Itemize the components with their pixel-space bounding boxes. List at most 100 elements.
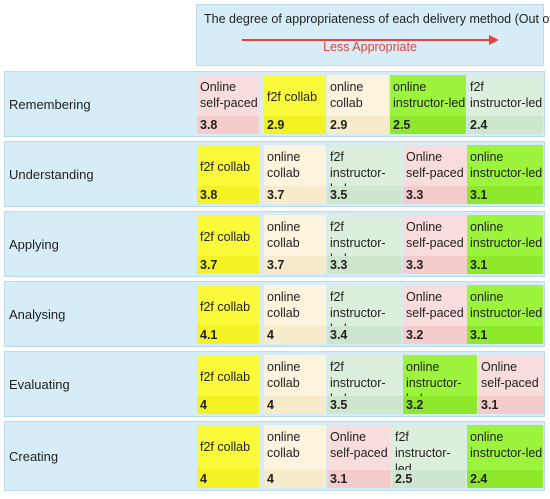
method-name: online instructor-led <box>470 290 543 320</box>
row-analysing: Analysing f2f collab 4.1 online collab 4 f2f … <box>4 281 545 347</box>
method-cell: online instructor-led 3.1 <box>467 285 543 344</box>
method-cell: f2f collab 4 <box>197 425 259 488</box>
method-cell: f2f collab 2.9 <box>264 75 326 134</box>
method-name: Online self-paced <box>481 360 539 390</box>
method-name: f2f collab <box>200 440 251 454</box>
method-score: 3.3 <box>327 256 402 274</box>
arrow-label: Less Appropriate <box>323 40 417 54</box>
method-score: 3.1 <box>467 186 543 204</box>
method-cell: online collab 4 <box>264 425 326 488</box>
method-cell: online instructor-led 2.5 <box>390 75 466 134</box>
method-score: 3.5 <box>327 396 402 414</box>
method-name: Online self-paced <box>330 430 388 460</box>
method-score: 4 <box>264 470 326 488</box>
header-title: The degree of appropriateness of each de… <box>204 12 550 26</box>
method-cell: online collab 2.9 <box>327 75 389 134</box>
method-score: 4 <box>197 396 259 414</box>
method-name: online instructor-led <box>470 150 543 180</box>
method-cell: f2f collab 3.8 <box>197 145 259 204</box>
method-name: f2f collab <box>200 230 251 244</box>
row-understanding: Understanding f2f collab 3.8 online collab 3… <box>4 141 545 207</box>
method-cell: f2f instructor-led 2.4 <box>467 75 543 134</box>
arrow-head <box>489 35 499 45</box>
method-score: 2.9 <box>327 116 389 134</box>
method-cell: Online self-paced 3.3 <box>403 215 469 274</box>
method-name: online instructor-led <box>470 430 543 460</box>
method-cell: f2f collab 3.7 <box>197 215 259 274</box>
method-name: online collab <box>267 150 301 180</box>
row-label: Analysing <box>9 306 66 322</box>
method-name: online collab <box>267 290 301 320</box>
method-score: 3.8 <box>197 116 259 134</box>
method-score: 3.3 <box>403 186 469 204</box>
method-score: 2.4 <box>467 470 543 488</box>
method-cell: Online self-paced 3.3 <box>403 145 469 204</box>
method-score: 4 <box>197 470 259 488</box>
row-applying: Applying f2f collab 3.7 online collab 3.7 f2f… <box>4 211 545 277</box>
method-score: 3.3 <box>403 256 469 274</box>
row-label: Applying <box>9 236 59 252</box>
method-cell: Online self-paced 3.2 <box>403 285 469 344</box>
method-score: 4 <box>264 396 326 414</box>
method-cell: online collab 4 <box>264 285 326 344</box>
method-name: f2f collab <box>200 160 251 174</box>
method-name: f2f instructor-led <box>395 430 451 476</box>
method-score: 2.9 <box>264 116 326 134</box>
method-name: online collab <box>267 430 301 460</box>
method-score: 3.2 <box>403 326 469 344</box>
method-name: f2f collab <box>267 90 318 104</box>
method-name: f2f collab <box>200 370 251 384</box>
method-cell: online instructor-led 3.1 <box>467 145 543 204</box>
row-creating: Creating f2f collab 4 online collab 4 Online … <box>4 421 545 491</box>
method-cell: online instructor-led 3.1 <box>467 215 543 274</box>
method-name: Online self-paced <box>406 220 464 250</box>
method-score: 3.4 <box>327 326 402 344</box>
method-cell: f2f collab 4.1 <box>197 285 259 344</box>
method-score: 3.1 <box>467 256 543 274</box>
method-name: online instructor-led <box>470 220 543 250</box>
method-score: 2.5 <box>390 116 466 134</box>
method-score: 4.1 <box>197 326 259 344</box>
method-score: 3.7 <box>264 256 326 274</box>
method-score: 3.5 <box>327 186 402 204</box>
row-label: Creating <box>9 448 59 464</box>
method-name: online collab <box>330 80 364 110</box>
method-name: online instructor-led <box>393 80 466 110</box>
method-score: 3.1 <box>478 396 544 414</box>
row-label: Remembering <box>9 96 91 112</box>
method-cell: f2f instructor-led 2.5 <box>392 425 466 488</box>
method-name: online instructor-led <box>406 360 462 406</box>
row-label: Understanding <box>9 166 94 182</box>
method-score: 3.8 <box>197 186 259 204</box>
method-cell: Online self-paced 3.1 <box>478 355 544 414</box>
method-name: Online self-paced <box>406 290 464 320</box>
method-score: 3.2 <box>403 396 477 414</box>
method-cell: online instructor-led 2.4 <box>467 425 543 488</box>
method-score: 3.1 <box>327 470 391 488</box>
method-score: 3.7 <box>264 186 326 204</box>
method-name: f2f instructor-led <box>470 80 543 110</box>
row-evaluating: Evaluating f2f collab 4 online collab 4 f2f i… <box>4 351 545 417</box>
method-score: 2.5 <box>392 470 466 488</box>
method-cell: online collab 4 <box>264 355 326 414</box>
arrow-line <box>242 39 490 41</box>
method-score: 3.7 <box>197 256 259 274</box>
method-cell: f2f collab 4 <box>197 355 259 414</box>
header-box: The degree of appropriateness of each de… <box>196 4 550 66</box>
method-name: online collab <box>267 220 301 250</box>
right-arrow-icon <box>242 35 499 45</box>
method-cell: online collab 3.7 <box>264 145 326 204</box>
method-cell: online collab 3.7 <box>264 215 326 274</box>
method-score: 3.1 <box>467 326 543 344</box>
method-cell: Online self-paced 3.8 <box>197 75 259 134</box>
row-label: Evaluating <box>9 376 70 392</box>
row-remembering: Remembering Online self-paced 3.8 f2f colla… <box>4 71 545 137</box>
method-score: 4 <box>264 326 326 344</box>
method-name: online collab <box>267 360 301 390</box>
method-name: Online self-paced <box>406 150 464 180</box>
